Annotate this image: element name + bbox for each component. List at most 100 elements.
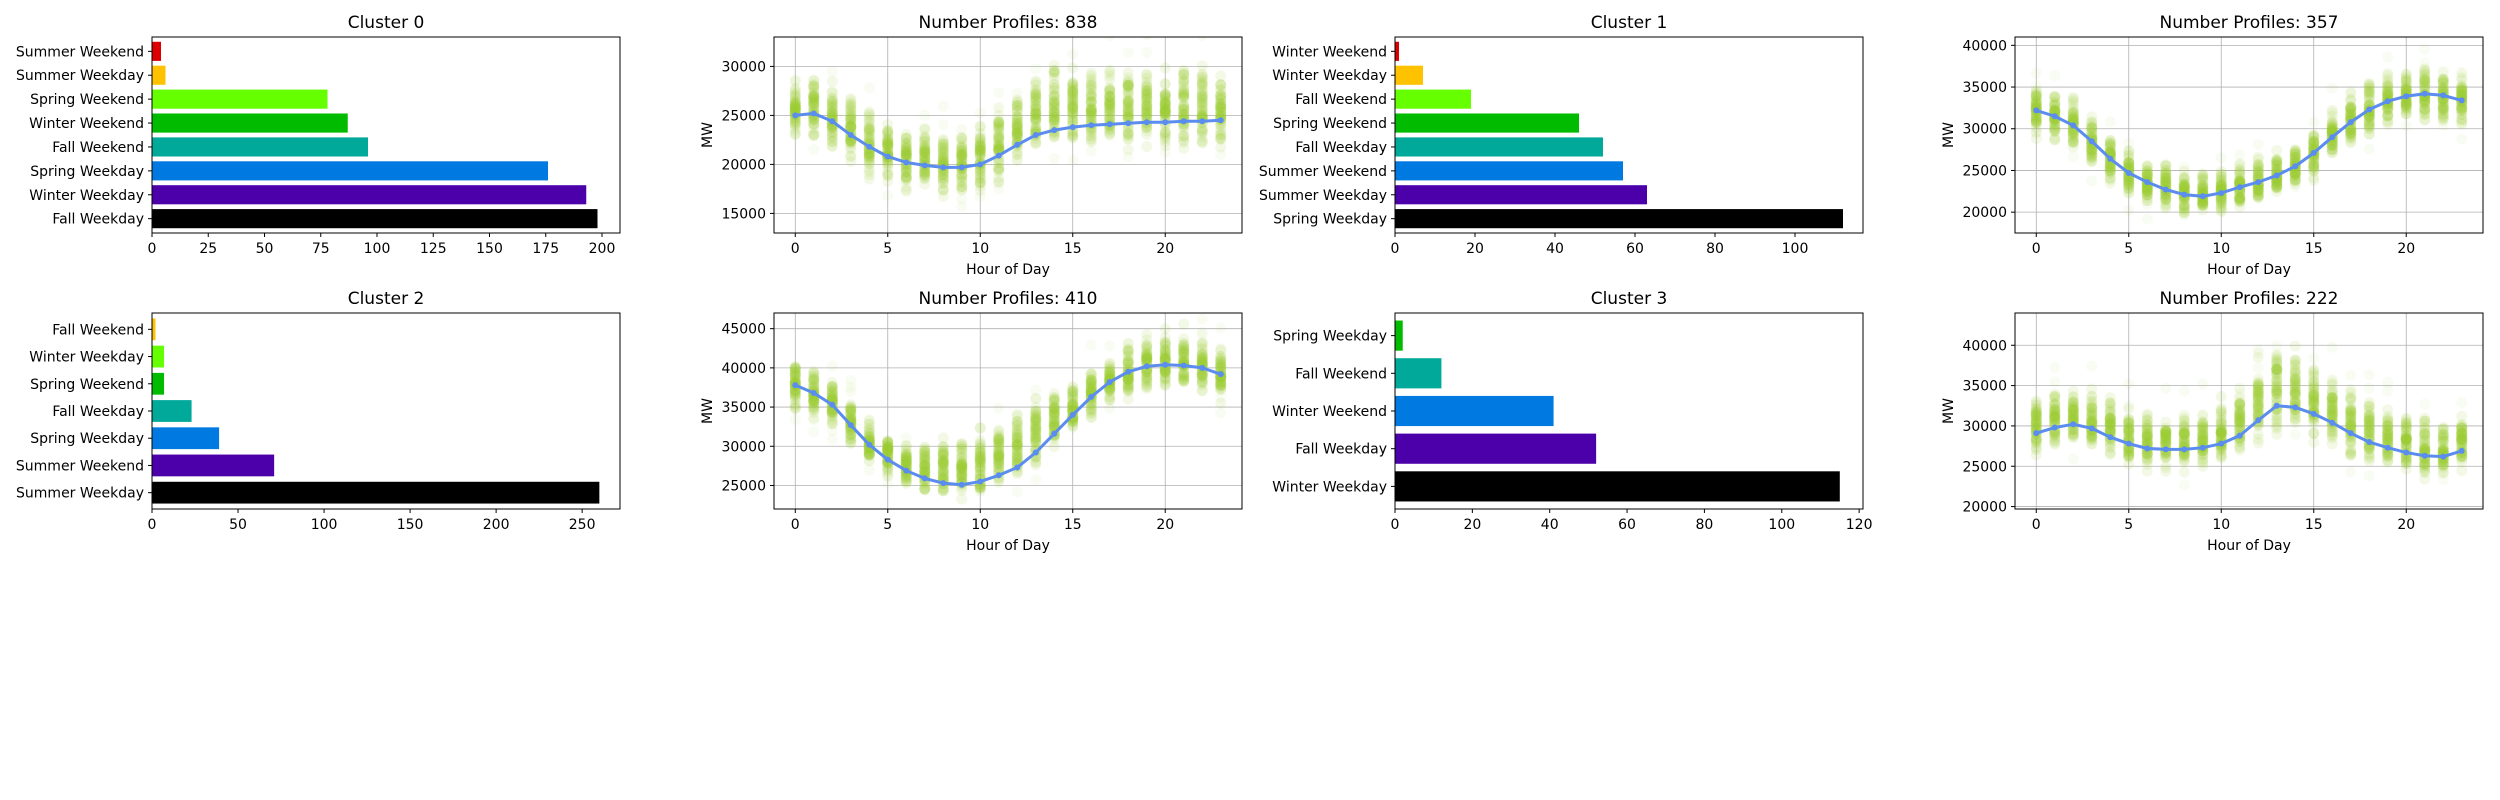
scatter-point [2456, 102, 2468, 114]
scatter-point [863, 122, 875, 134]
scatter-point [1196, 76, 1208, 88]
mean-point [1143, 119, 1150, 126]
scatter-point [2178, 172, 2190, 184]
scatter-outlier [1141, 37, 1152, 41]
scatter-point [937, 173, 949, 185]
scatter-point [2160, 173, 2172, 185]
scatter-point [919, 149, 931, 161]
scatter-outlier [2456, 133, 2468, 145]
scatter-point [1067, 101, 1079, 113]
scatter-point [882, 137, 894, 149]
scatter-outlier [956, 193, 968, 205]
chart-title: Number Profiles: 410 [919, 289, 1098, 309]
scatter-point [2030, 95, 2042, 107]
scatter-point [2141, 189, 2153, 201]
scatter-point [2160, 172, 2172, 184]
scatter-point [974, 139, 986, 151]
scatter-point [1178, 100, 1190, 112]
scatter-outlier [1196, 313, 1208, 325]
scatter-point [882, 139, 894, 151]
mean-point [995, 472, 1002, 479]
scatter-point [993, 121, 1005, 133]
scatter-point [2030, 98, 2042, 110]
scatter-point [1215, 100, 1227, 112]
scatter-point [1085, 91, 1097, 103]
bar [152, 318, 156, 341]
scatter-outlier [2030, 67, 2042, 79]
scatter-point [1122, 99, 1134, 111]
scatter-point [2178, 182, 2190, 194]
scatter-point [2123, 186, 2135, 198]
scatter-point [2289, 144, 2301, 156]
scatter-point [919, 145, 931, 157]
scatter-point [1067, 114, 1079, 126]
x-tick-label: 40 [1541, 517, 1559, 533]
scatter-point [2123, 177, 2135, 189]
scatter-point [1085, 130, 1097, 142]
mean-point [2107, 155, 2114, 162]
scatter-point [1048, 99, 1060, 111]
scatter-point [956, 181, 968, 193]
scatter-point [808, 91, 820, 103]
scatter-point [1030, 114, 1042, 126]
scatter-point [937, 184, 949, 196]
scatter-point [1196, 137, 1208, 149]
scatter-point [974, 177, 986, 189]
scatter-point [2030, 98, 2042, 110]
scatter-point [1141, 93, 1153, 105]
scatter-point [1030, 79, 1042, 91]
scatter-point [956, 149, 968, 161]
scatter-point [826, 131, 838, 143]
scatter-point [1085, 115, 1097, 127]
scatter-outlier [2215, 198, 2227, 210]
scatter-point [2123, 158, 2135, 170]
scatter-point [900, 142, 912, 154]
scatter-point [1085, 89, 1097, 101]
scatter-point [2086, 122, 2098, 134]
mean-point [792, 112, 799, 119]
scatter-point [1030, 103, 1042, 115]
scatter-point [1085, 104, 1097, 116]
scatter-outlier [845, 374, 857, 386]
scatter-point [1141, 88, 1153, 100]
mean-point [1014, 141, 1021, 148]
scatter-point [974, 177, 986, 189]
scatter-point [808, 130, 820, 142]
scatter-point [993, 135, 1005, 147]
scatter-point [863, 173, 875, 185]
scatter-outlier [2049, 99, 2061, 111]
mean-point [977, 161, 984, 168]
mean-point [1069, 124, 1076, 131]
scatter-point [2067, 135, 2079, 147]
scatter-point [2104, 165, 2116, 177]
scatter-point [974, 173, 986, 185]
scatter-point [1067, 99, 1079, 111]
scatter-point [2141, 168, 2153, 180]
scatter-outlier [937, 100, 949, 112]
scatter-point [1159, 129, 1171, 141]
scatter-point [1215, 141, 1227, 153]
scatter-point [1011, 114, 1023, 126]
scatter-point [1048, 59, 1060, 71]
scatter-point [1215, 133, 1227, 145]
scatter-point [882, 134, 894, 146]
scatter-point [919, 147, 931, 159]
scatter-point [900, 145, 912, 157]
scatter-point [1141, 85, 1153, 97]
scatter-point [2030, 116, 2042, 128]
scatter-outlier [2215, 152, 2227, 164]
scatter-outlier [808, 369, 820, 381]
mean-point [977, 478, 984, 485]
scatter-point [937, 149, 949, 161]
scatter-point [1215, 98, 1227, 110]
scatter-point [826, 130, 838, 142]
scatter-point [993, 445, 1005, 457]
mean-point [1088, 122, 1095, 129]
scatter-point [845, 107, 857, 119]
scatter-point [1159, 88, 1171, 100]
scatter-point [1122, 110, 1134, 122]
scatter-point [919, 173, 931, 185]
scatter-point [863, 154, 875, 166]
scatter-point [826, 97, 838, 109]
scatter-outlier [2160, 189, 2172, 201]
